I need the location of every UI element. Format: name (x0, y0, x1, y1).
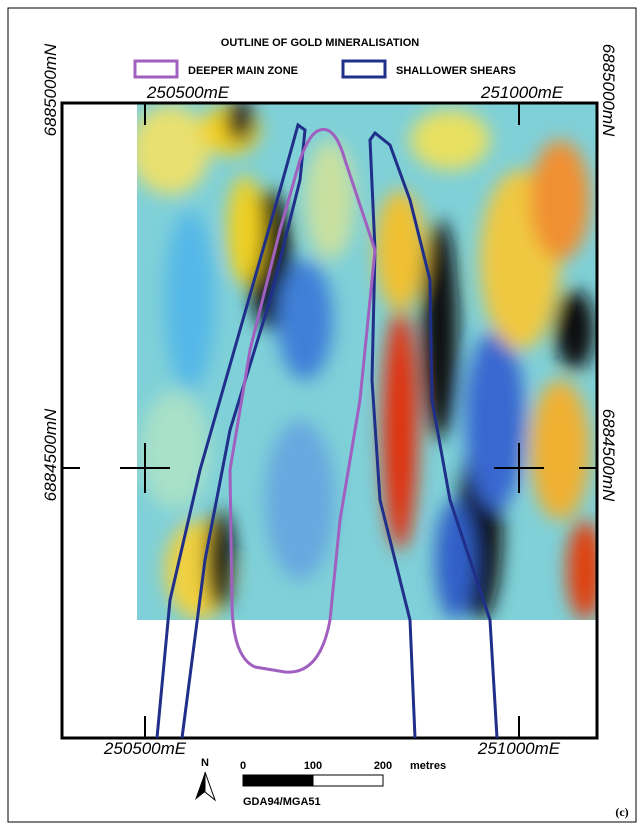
figure: OUTLINE OF GOLD MINERALISATION DEEPER MA… (0, 0, 644, 829)
northing-label: 6884500mN (41, 408, 60, 501)
magnetic-image (130, 98, 603, 620)
legend-label: SHALLOWER SHEARS (396, 65, 516, 77)
easting-label: 250500mE (146, 83, 230, 102)
title: OUTLINE OF GOLD MINERALISATION (221, 37, 419, 49)
northing-label: 6885000mN (599, 44, 618, 137)
panel-label: (c) (615, 805, 628, 819)
datum: GDA94/MGA51 (243, 796, 321, 808)
easting-label: 251000mE (477, 739, 561, 758)
north-label: N (201, 757, 209, 769)
scale-bar (313, 775, 383, 786)
legend-label: DEEPER MAIN ZONE (188, 65, 298, 77)
scale-unit: metres (410, 760, 446, 772)
northing-label: 6884500mN (599, 409, 618, 502)
scale-label: 100 (304, 760, 322, 772)
northing-label: 6885000mN (41, 43, 60, 136)
scale-bar (243, 775, 313, 786)
easting-label: 251000mE (480, 83, 564, 102)
scale-label: 0 (240, 760, 246, 772)
scale-label: 200 (374, 760, 392, 772)
easting-label: 250500mE (103, 739, 187, 758)
